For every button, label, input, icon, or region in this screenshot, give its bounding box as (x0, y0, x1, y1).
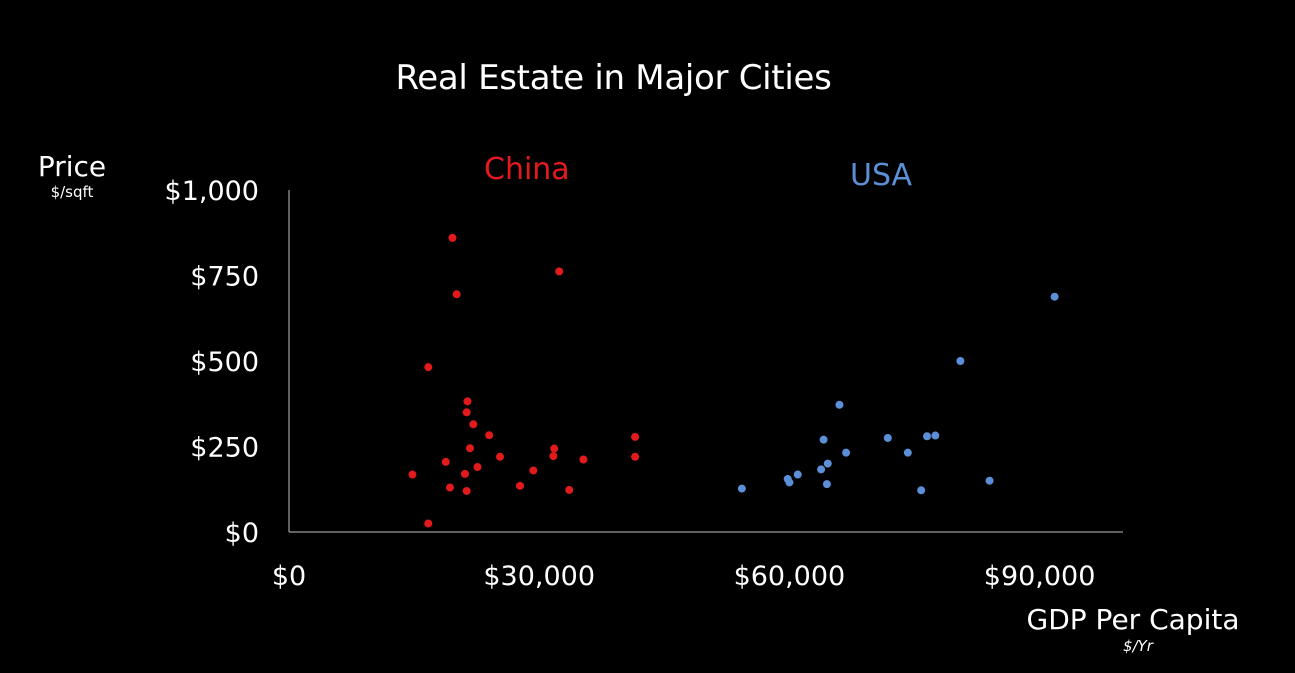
data-point-china (441, 457, 450, 466)
data-points (408, 233, 1059, 528)
y-axis-unit: $/sqft (50, 183, 94, 201)
data-point-china (516, 481, 525, 490)
data-point-china (565, 485, 574, 494)
data-point-china (473, 463, 482, 472)
data-point-usa (985, 476, 994, 485)
data-point-usa (1050, 292, 1059, 301)
y-tick-label: $750 (190, 262, 259, 293)
data-point-usa (835, 400, 844, 409)
data-point-china (529, 466, 538, 475)
data-point-usa (822, 480, 831, 489)
y-axis-label: Price $/sqft (22, 150, 122, 200)
y-tick-label: $250 (190, 433, 259, 464)
y-tick-label: $500 (190, 347, 259, 378)
data-point-china (452, 290, 461, 299)
data-point-china (462, 486, 471, 495)
series-label-usa: USA (850, 158, 913, 193)
y-tick-label: $0 (225, 518, 259, 549)
x-axis-label: GDP Per Capita $/Yr (1020, 602, 1246, 654)
data-point-china (462, 408, 471, 417)
x-tick-label: $90,000 (984, 561, 1096, 592)
data-point-usa (819, 435, 828, 444)
data-point-china (496, 452, 505, 461)
data-point-china (463, 397, 472, 406)
data-point-china (408, 470, 417, 479)
data-point-china (549, 452, 558, 461)
data-point-china (460, 469, 469, 478)
chart-title: Real Estate in Major Cities (395, 58, 832, 98)
data-point-usa (883, 433, 892, 442)
data-point-usa (823, 459, 832, 468)
data-point-usa (842, 448, 851, 457)
data-point-china (485, 431, 494, 440)
data-point-usa (737, 484, 746, 493)
data-point-usa (956, 357, 965, 365)
data-point-usa (793, 470, 802, 479)
x-axis-label-text: GDP Per Capita (1026, 603, 1240, 636)
data-point-usa (923, 432, 932, 441)
data-point-china (469, 420, 478, 429)
data-point-china (579, 455, 588, 464)
y-tick-label: $1,000 (165, 176, 259, 207)
data-point-usa (903, 448, 912, 457)
series-label-china: China (484, 152, 570, 187)
data-point-china (465, 444, 474, 453)
data-point-usa (917, 486, 926, 495)
x-tick-label: $30,000 (483, 561, 595, 592)
y-axis-label-text: Price (37, 150, 107, 183)
axes: $0 $250 $500 $750 $1,000 $0 $30,000 $60,000 $90,… (165, 176, 1123, 592)
data-point-usa (817, 465, 826, 474)
x-tick-label: $0 (272, 561, 306, 592)
data-point-china (445, 483, 454, 492)
data-point-usa (785, 478, 794, 487)
data-point-china (424, 519, 433, 528)
data-point-china (424, 363, 433, 372)
data-point-china (631, 452, 640, 461)
x-axis-unit: $/Yr (1123, 637, 1153, 655)
data-point-china (555, 267, 564, 276)
data-point-usa (931, 431, 940, 440)
x-tick-label: $60,000 (734, 561, 846, 592)
data-point-china (631, 432, 640, 441)
data-point-china (448, 233, 457, 242)
data-point-china (550, 444, 559, 453)
